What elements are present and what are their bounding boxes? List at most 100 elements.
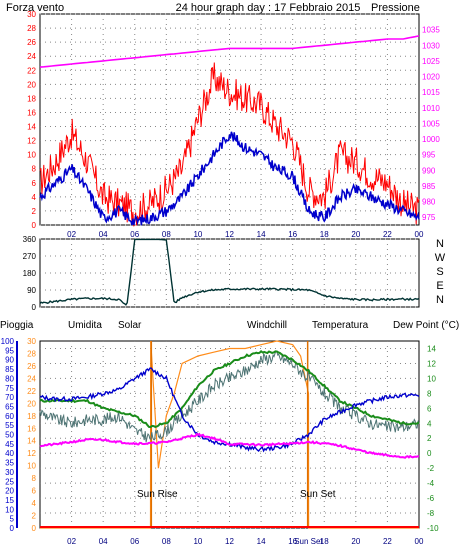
legend-dew-point: Dew Point (°C) (393, 320, 459, 331)
temperature-tick-label: -2 (427, 464, 435, 473)
rain-tick-label: 6 (32, 487, 37, 496)
wind-tick-label: 14 (27, 123, 36, 132)
rain-tick-label: 20 (27, 399, 36, 408)
rain-tick-label: 24 (27, 374, 36, 383)
pressure-tick-label: 1000 (422, 135, 440, 144)
wind-tick-label: 6 (32, 179, 37, 188)
pressure-tick-label: 975 (422, 213, 436, 222)
pressure-tick-label: 990 (422, 166, 436, 175)
direction-tick-label: 0 (32, 303, 37, 312)
pressure-tick-label: 1005 (422, 119, 440, 128)
pressure-line (39, 35, 420, 68)
wind-tick-label: 8 (32, 165, 37, 174)
hour-tick-label: 02 (67, 537, 76, 546)
wind-tick-label: 4 (32, 193, 37, 202)
humidity-tick-label: 75 (5, 384, 14, 393)
sunrise-label: Sun Rise (137, 489, 178, 500)
pressure-tick-label: 1015 (422, 88, 440, 97)
solar-line (40, 340, 419, 529)
rain-tick-label: 14 (27, 437, 36, 446)
compass-label: E (436, 280, 443, 292)
hour-tick-label: 22 (383, 230, 392, 239)
legend-temperatura: Temperatura (312, 320, 369, 331)
direction-tick-label: 90 (27, 286, 36, 295)
graph-title: 24 hour graph day : 17 Febbraio 2015 (176, 2, 361, 14)
rain-tick-label: 22 (27, 387, 36, 396)
temperature-tick-label: -10 (427, 524, 439, 533)
pressure-tick-label: 1030 (422, 41, 440, 50)
humidity-tick-label: 95 (5, 346, 14, 355)
wind-tick-label: 22 (27, 66, 36, 75)
humidity-line (39, 367, 420, 453)
temperature-tick-label: 2 (427, 434, 432, 443)
humidity-tick-label: 70 (5, 393, 14, 402)
rain-tick-label: 0 (32, 524, 37, 533)
pressure-tick-label: 980 (422, 198, 436, 207)
wind-tick-label: 20 (27, 80, 36, 89)
humidity-tick-label: 35 (5, 459, 14, 468)
rain-tick-label: 18 (27, 412, 36, 421)
panel-wind-direction (39, 238, 420, 308)
pressure-axis-title: Pressione (371, 2, 420, 14)
wind-tick-label: 10 (27, 151, 36, 160)
rain-tick-label: 4 (32, 499, 37, 508)
hour-tick-label: 20 (351, 537, 360, 546)
legend-umidita: Umidita (68, 320, 102, 331)
wind-tick-label: 2 (32, 207, 37, 216)
humidity-tick-label: 5 (10, 515, 15, 524)
rain-tick-label: 2 (32, 512, 37, 521)
hour-tick-label: 12 (225, 230, 234, 239)
hour-tick-label: 10 (193, 537, 202, 546)
hour-tick-label: 18 (320, 537, 329, 546)
wind-average-line (39, 131, 420, 226)
wind-tick-label: 16 (27, 108, 36, 117)
hour-tick-label: 10 (193, 230, 202, 239)
temperature-tick-label: -4 (427, 479, 435, 488)
compass-label: N (436, 238, 444, 250)
temperature-tick-label: 10 (427, 374, 436, 383)
rain-tick-label: 10 (27, 462, 36, 471)
humidity-tick-label: 85 (5, 365, 14, 374)
humidity-tick-label: 20 (5, 487, 14, 496)
dew-point-line (39, 432, 420, 459)
direction-tick-label: 360 (23, 235, 37, 244)
temperature-tick-label: 8 (427, 389, 432, 398)
humidity-tick-label: 60 (5, 412, 14, 421)
temperature-tick-label: -8 (427, 509, 435, 518)
wind-gust-line (39, 62, 420, 227)
temperature-tick-label: -6 (427, 494, 435, 503)
hour-tick-label: 18 (320, 230, 329, 239)
pressure-tick-label: 1020 (422, 73, 440, 82)
wind-tick-label: 12 (27, 137, 36, 146)
hour-tick-label: 02 (67, 230, 76, 239)
pressure-tick-label: 1025 (422, 57, 440, 66)
hour-tick-label: 00 (415, 537, 424, 546)
hour-tick-label: 14 (257, 230, 266, 239)
wind-tick-label: 28 (27, 24, 36, 33)
humidity-tick-label: 50 (5, 431, 14, 440)
wind-tick-label: 18 (27, 94, 36, 103)
rain-tick-label: 12 (27, 449, 36, 458)
legend-solar: Solar (118, 320, 142, 331)
wind-axis-title: Forza vento (6, 2, 64, 14)
humidity-tick-label: 0 (10, 524, 15, 533)
hour-tick-label: 06 (130, 230, 139, 239)
sunset-label: Sun Set (300, 489, 336, 500)
hour-tick-label: 12 (225, 537, 234, 546)
compass-label: S (436, 266, 443, 278)
hour-tick-label: 20 (351, 230, 360, 239)
hour-tick-label: 06 (130, 537, 139, 546)
hour-tick-label: 16 (288, 537, 297, 546)
humidity-tick-label: 55 (5, 421, 14, 430)
wind-direction-line (39, 238, 420, 306)
wind-tick-label: 24 (27, 52, 36, 61)
hour-tick-label: 16 (288, 230, 297, 239)
humidity-tick-label: 40 (5, 449, 14, 458)
pressure-tick-label: 995 (422, 151, 436, 160)
rain-tick-label: 26 (27, 362, 36, 371)
legend-pioggia: Pioggia (0, 320, 34, 331)
pressure-tick-label: 985 (422, 182, 436, 191)
hour-tick-label: 00 (415, 230, 424, 239)
humidity-tick-label: 45 (5, 440, 14, 449)
